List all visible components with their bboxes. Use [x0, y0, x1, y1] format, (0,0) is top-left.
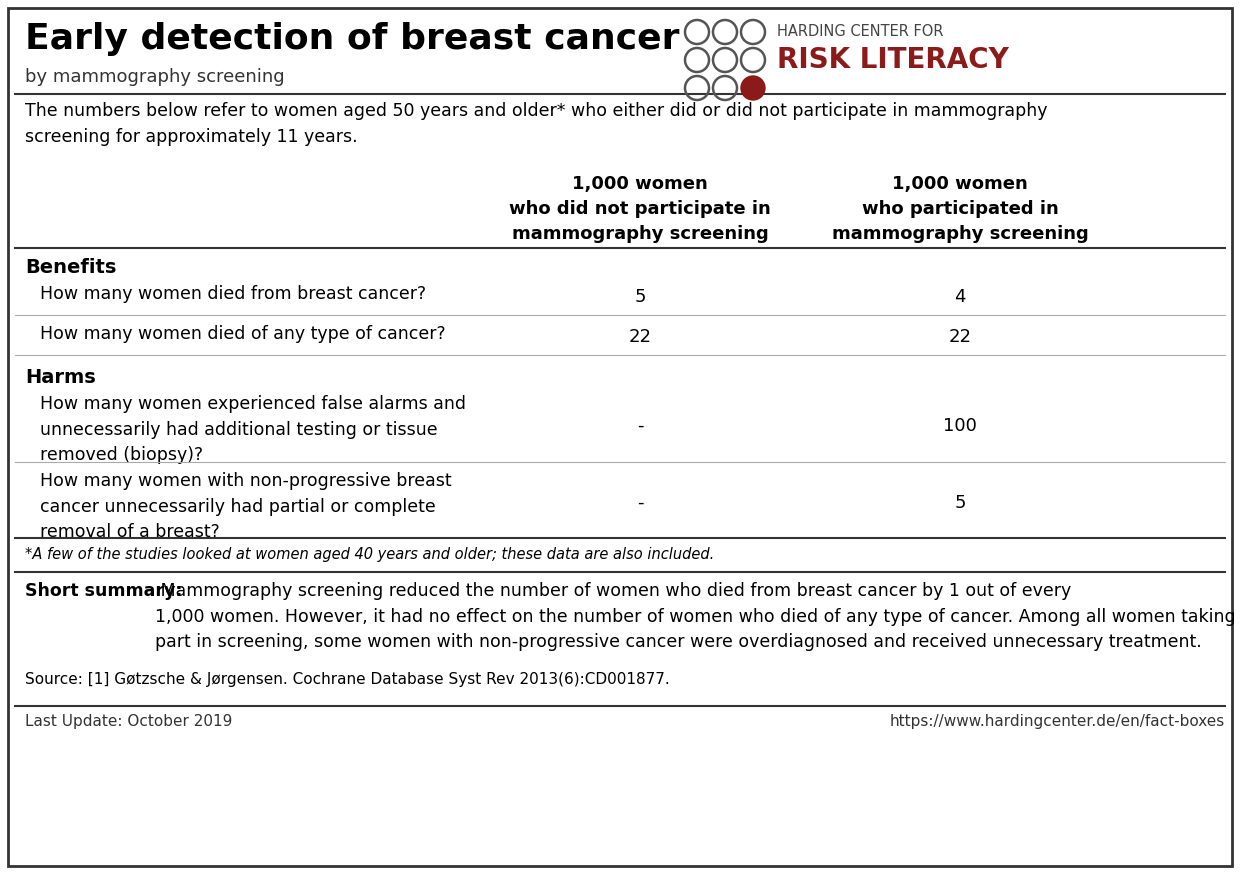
Text: RISK LITERACY: RISK LITERACY — [777, 46, 1009, 74]
FancyBboxPatch shape — [7, 8, 1233, 866]
Text: -: - — [637, 494, 644, 512]
Text: Short summary:: Short summary: — [25, 582, 182, 600]
Text: *A few of the studies looked at women aged 40 years and older; these data are al: *A few of the studies looked at women ag… — [25, 547, 714, 562]
Text: 5: 5 — [634, 288, 646, 306]
Text: How many women died of any type of cancer?: How many women died of any type of cance… — [40, 325, 445, 343]
Text: by mammography screening: by mammography screening — [25, 68, 285, 86]
Text: https://www.hardingcenter.de/en/fact-boxes: https://www.hardingcenter.de/en/fact-box… — [890, 714, 1225, 729]
Text: HARDING CENTER FOR: HARDING CENTER FOR — [777, 24, 944, 39]
Circle shape — [742, 76, 765, 100]
Text: Last Update: October 2019: Last Update: October 2019 — [25, 714, 232, 729]
Text: Source: [1] Gøtzsche & Jørgensen. Cochrane Database Syst Rev 2013(6):CD001877.: Source: [1] Gøtzsche & Jørgensen. Cochra… — [25, 672, 670, 687]
Text: 22: 22 — [949, 328, 971, 346]
Text: How many women with non-progressive breast
cancer unnecessarily had partial or c: How many women with non-progressive brea… — [40, 472, 451, 541]
Text: The numbers below refer to women aged 50 years and older* who either did or did : The numbers below refer to women aged 50… — [25, 102, 1048, 146]
Text: 1,000 women
who participated in
mammography screening: 1,000 women who participated in mammogra… — [832, 175, 1089, 243]
Text: 22: 22 — [629, 328, 651, 346]
Text: 5: 5 — [955, 494, 966, 512]
Text: Early detection of breast cancer: Early detection of breast cancer — [25, 22, 680, 56]
Text: How many women experienced false alarms and
unnecessarily had additional testing: How many women experienced false alarms … — [40, 395, 466, 464]
Text: Mammography screening reduced the number of women who died from breast cancer by: Mammography screening reduced the number… — [155, 582, 1235, 651]
Text: Harms: Harms — [25, 368, 95, 387]
Text: How many women died from breast cancer?: How many women died from breast cancer? — [40, 285, 427, 303]
Text: 4: 4 — [955, 288, 966, 306]
Text: 100: 100 — [944, 417, 977, 435]
Text: -: - — [637, 417, 644, 435]
Text: Benefits: Benefits — [25, 258, 117, 277]
Text: 1,000 women
who did not participate in
mammography screening: 1,000 women who did not participate in m… — [510, 175, 771, 243]
